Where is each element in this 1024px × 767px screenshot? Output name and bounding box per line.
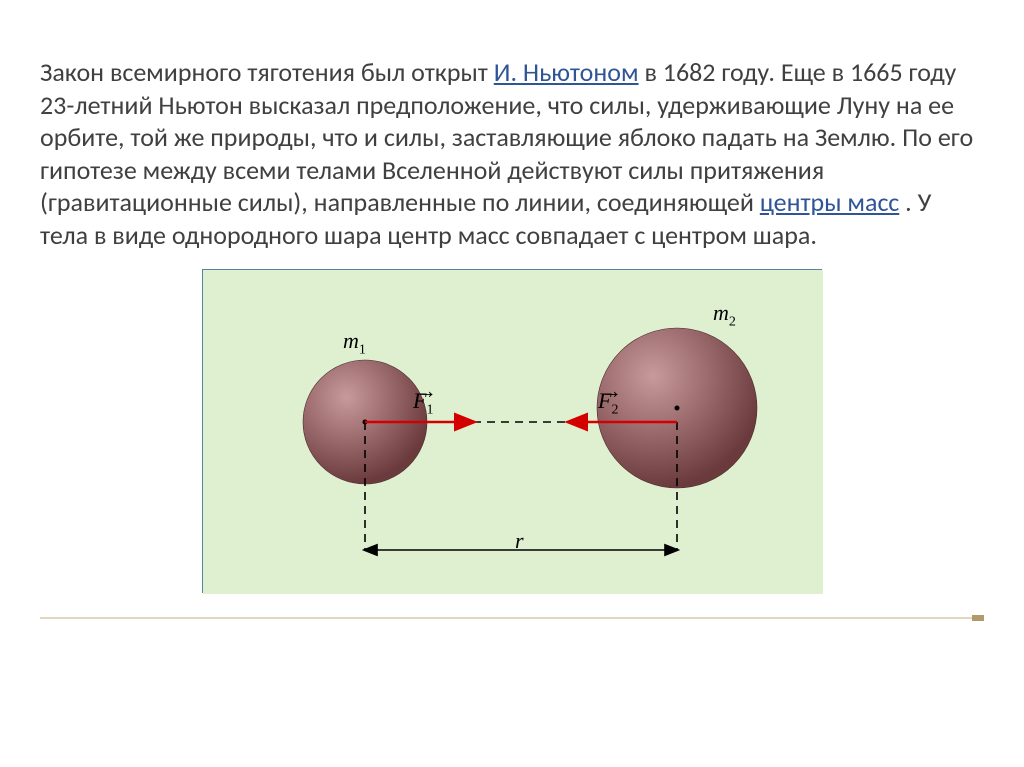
label-f1: →F1	[413, 388, 433, 418]
diagram-container: m1 m2 →F1 →F2 r	[40, 269, 984, 593]
gravitation-diagram: m1 m2 →F1 →F2 r	[202, 269, 822, 593]
label-m2: m2	[713, 300, 736, 330]
label-m1: m1	[343, 328, 366, 358]
newton-link[interactable]: И. Ньютоном	[494, 56, 639, 88]
label-r: r	[515, 528, 524, 554]
main-paragraph: Закон всемирного тяготения был открыт И.…	[40, 56, 984, 251]
label-f2: →F2	[598, 388, 618, 418]
footer-divider	[40, 617, 984, 619]
center-of-mass-link[interactable]: центры масс	[760, 186, 899, 218]
para-text-1: Закон всемирного тяготения был открыт	[40, 56, 494, 88]
